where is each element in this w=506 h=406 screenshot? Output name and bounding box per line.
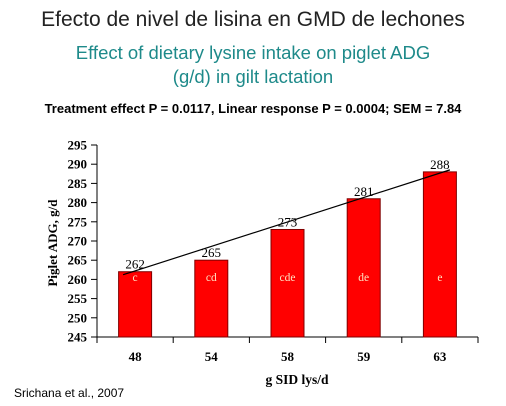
value-labels: 262 265 273 281 288 (125, 157, 449, 272)
bar-value-label: 262 (125, 257, 145, 272)
x-tick-label: 63 (433, 349, 447, 364)
y-tick-label: 295 (68, 138, 88, 153)
significance-letter: de (358, 272, 369, 284)
bar (422, 171, 457, 338)
bar (270, 228, 305, 338)
slide-title-english: Effect of dietary lysine intake on pigle… (0, 41, 506, 89)
y-tick-label: 285 (68, 176, 88, 191)
bar-value-label: 273 (278, 214, 298, 229)
title-english-line1: Effect of dietary lysine intake on pigle… (75, 42, 431, 63)
significance-letter: cd (206, 272, 217, 284)
bar-value-label: 281 (354, 184, 374, 199)
bar-value-label: 288 (430, 157, 450, 172)
y-tick-label: 290 (68, 157, 88, 172)
y-axis-label: Piglet ADG, g/d (45, 199, 60, 287)
bars: c cd cde de e (118, 171, 457, 338)
bar-value-label: 265 (202, 245, 222, 260)
bar (194, 259, 229, 338)
y-tick-label: 270 (68, 234, 88, 249)
bar (118, 271, 153, 338)
slide-title-spanish: Efecto de nivel de lisina en GMD de lech… (41, 8, 465, 31)
x-axis-tick-labels: 48 54 58 59 63 (96, 337, 479, 364)
significance-letter: c (133, 272, 138, 284)
trend-line (122, 169, 451, 276)
x-tick-label: 54 (205, 349, 219, 364)
y-tick-label: 260 (68, 272, 88, 287)
significance-letter: e (437, 272, 442, 284)
y-axis-ticks: 245 250 255 260 265 270 275 280 285 290 295 (68, 138, 97, 345)
y-tick-label: 265 (68, 253, 88, 268)
y-tick-label: 250 (68, 310, 88, 325)
x-tick-label: 58 (281, 349, 295, 364)
y-tick-label: 280 (68, 195, 88, 210)
x-tick-label: 48 (129, 349, 143, 364)
bar (346, 198, 381, 338)
title-english-line2: (g/d) in gilt lactation (172, 66, 334, 87)
x-axis-label: g SID lys/d (265, 372, 329, 387)
significance-letter: cde (280, 272, 296, 284)
stats-line: Treatment effect P = 0.0117, Linear resp… (44, 101, 462, 116)
y-tick-label: 255 (68, 291, 88, 306)
y-tick-label: 275 (68, 214, 88, 229)
x-tick-label: 59 (357, 349, 371, 364)
source-citation: Srichana et al., 2007 (14, 386, 125, 400)
y-tick-label: 245 (68, 330, 88, 345)
